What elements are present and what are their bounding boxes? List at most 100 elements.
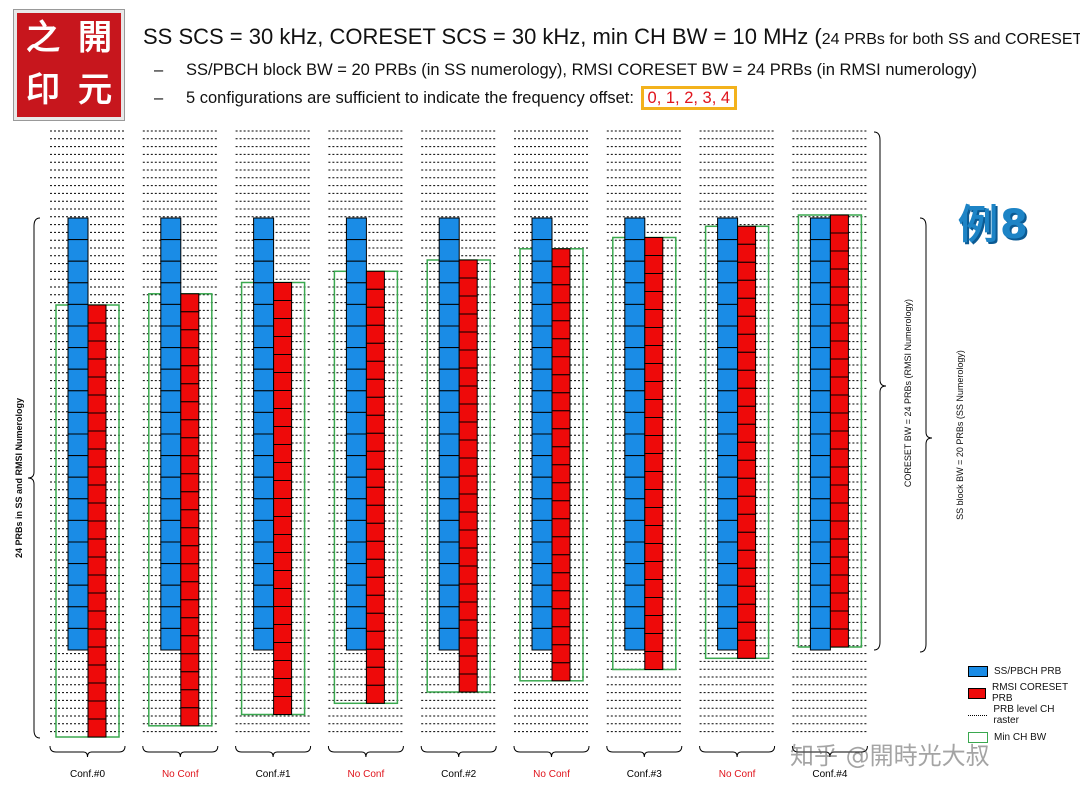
coreset-prb — [365, 342, 385, 362]
coreset-prb — [551, 284, 571, 304]
slide-title-main: SS SCS = 30 kHz, CORESET SCS = 30 kHz, m… — [143, 24, 822, 49]
coreset-prb — [551, 428, 571, 448]
coreset-prb — [737, 585, 757, 605]
coreset-prb — [365, 558, 385, 578]
coreset-prb — [551, 356, 571, 376]
ss-pbch-prb — [345, 282, 367, 305]
ss-pbch-prb — [345, 390, 367, 413]
coreset-prb — [458, 439, 478, 459]
ss-pbch-prb — [624, 411, 646, 435]
ss-pbch-prb — [624, 584, 646, 608]
ss-pbch-prb — [531, 325, 553, 349]
ss-pbch-prb — [531, 563, 553, 586]
coreset-prb — [87, 556, 107, 576]
coreset-prb — [365, 504, 385, 524]
ss-pbch-prb — [531, 239, 553, 262]
ss-pbch-prb — [624, 325, 646, 349]
ss-pbch-prb — [809, 411, 831, 435]
legend-item-coreset: RMSI CORESET PRB — [968, 682, 1080, 704]
ss-pbch-prb — [160, 303, 182, 327]
ss-pbch-prb — [253, 498, 275, 521]
coreset-prb — [829, 394, 849, 414]
ss-pbch-prb — [160, 347, 182, 370]
config-brace — [49, 745, 126, 758]
coreset-prb — [737, 351, 757, 371]
coreset-prb — [829, 214, 849, 234]
coreset-prb — [458, 349, 478, 369]
coreset-prb — [551, 464, 571, 484]
coreset-prb — [273, 606, 293, 625]
ss-pbch-prb — [160, 627, 182, 651]
ss-pbch-prb — [67, 584, 89, 608]
coreset-prb — [737, 405, 757, 425]
coreset-prb — [551, 536, 571, 556]
ss-pbch-prb — [717, 519, 739, 543]
ss-pbch-prb — [253, 627, 275, 651]
coreset-prb — [829, 520, 849, 540]
ss-pbch-prb — [809, 303, 831, 327]
legend: SS/PBCH PRB RMSI CORESET PRB PRB level C… — [968, 660, 1080, 748]
coreset-prb — [180, 329, 200, 349]
coreset-prb — [551, 446, 571, 466]
coreset-prb — [458, 385, 478, 405]
coreset-prb — [87, 682, 107, 702]
coreset-prb — [365, 270, 385, 290]
coreset-prb — [737, 369, 757, 389]
coreset-prb — [644, 399, 664, 418]
ss-pbch-prb — [67, 606, 89, 629]
ss-pbch-prb — [253, 519, 275, 543]
ss-pbch-prb — [438, 368, 460, 392]
ss-pbch-prb — [160, 325, 182, 349]
ss-pbch-prb — [67, 411, 89, 435]
config-brace — [142, 745, 219, 758]
ss-pbch-prb — [624, 433, 646, 457]
coreset-prb — [273, 588, 293, 607]
coreset-prb — [829, 574, 849, 594]
ss-pbch-prb — [438, 563, 460, 586]
coreset-prb — [551, 410, 571, 430]
coreset-prb — [551, 482, 571, 502]
coreset-prb — [458, 295, 478, 315]
ss-pbch-prb — [345, 584, 367, 608]
ss-pbch-prb — [345, 303, 367, 327]
coreset-prb — [365, 540, 385, 560]
ss-pbch-prb — [438, 347, 460, 370]
coreset-prb — [365, 594, 385, 614]
ss-pbch-prb — [67, 239, 89, 262]
ss-pbch-prb — [253, 217, 275, 241]
coreset-prb — [644, 255, 664, 274]
config-brace — [699, 745, 776, 758]
config-label: Conf.#4 — [812, 769, 847, 780]
coreset-prb — [644, 363, 664, 382]
coreset-prb — [644, 561, 664, 580]
config-brace — [327, 745, 404, 758]
ss-pbch-prb — [531, 519, 553, 543]
ss-pbch-prb — [438, 390, 460, 413]
coreset-prb — [829, 304, 849, 324]
coreset-prb — [551, 626, 571, 646]
logo-char-1: 之 — [26, 18, 60, 58]
coreset-prb — [87, 412, 107, 432]
ss-pbch-prb — [717, 260, 739, 284]
coreset-prb — [365, 378, 385, 398]
bullet-ss-pbch-text: SS/PBCH block BW = 20 PRBs (in SS numero… — [186, 61, 978, 79]
coreset-prb — [829, 340, 849, 360]
coreset-prb — [644, 345, 664, 364]
ss-pbch-prb — [160, 584, 182, 608]
coreset-prb — [87, 466, 107, 486]
coreset-prb — [737, 261, 757, 281]
coreset-prb — [644, 453, 664, 472]
coreset-prb — [365, 648, 385, 668]
coreset-prb — [180, 563, 200, 583]
ss-pbch-prb — [67, 541, 89, 565]
ss-pbch-prb — [809, 368, 831, 392]
ss-pbch-prb — [160, 260, 182, 284]
coreset-prb — [644, 651, 664, 670]
coreset-prb — [87, 502, 107, 522]
ss-pbch-prb — [67, 498, 89, 521]
coreset-prb — [273, 570, 293, 589]
ss-pbch-prb — [345, 411, 367, 435]
coreset-prb — [273, 696, 293, 715]
ss-pbch-prb — [438, 606, 460, 629]
ss-pbch-prb — [345, 563, 367, 586]
